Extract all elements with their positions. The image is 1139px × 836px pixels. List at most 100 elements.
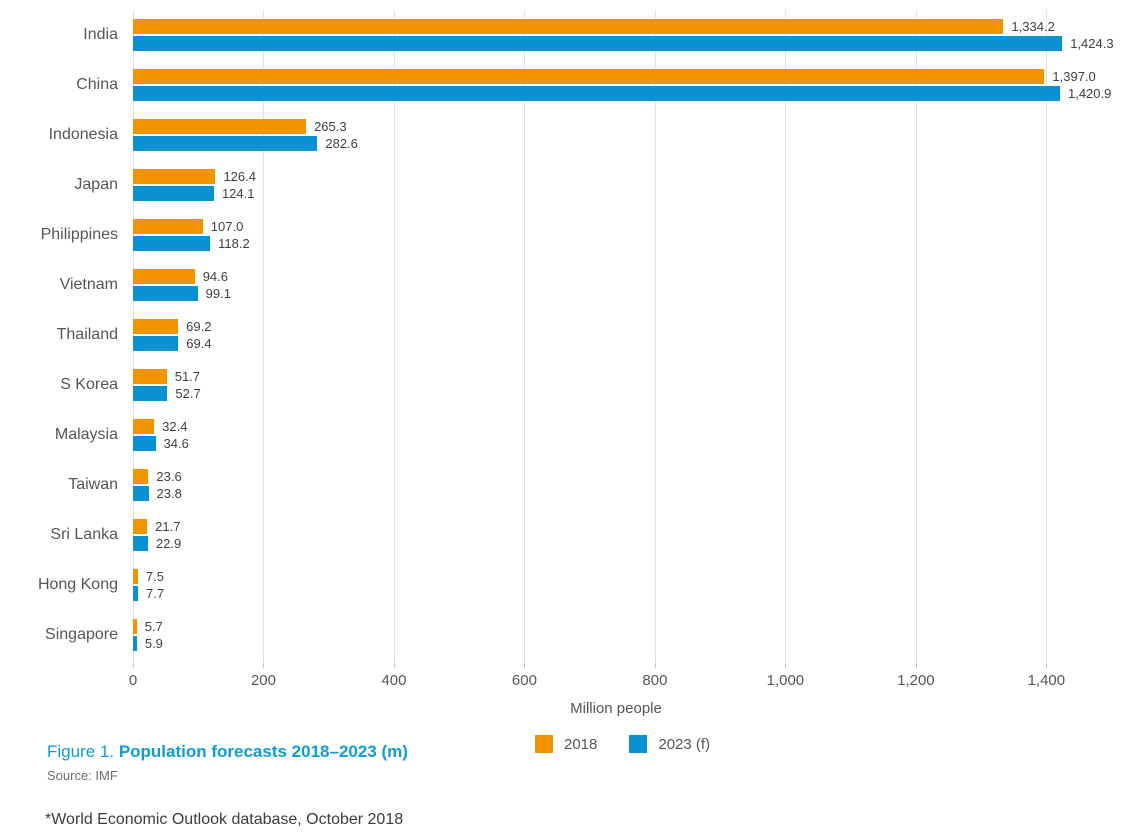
category-label-taiwan: Taiwan	[68, 476, 118, 493]
category-label-singapore: Singapore	[45, 626, 118, 643]
source-note: Source: IMF	[47, 768, 118, 783]
value-label: 118.2	[218, 236, 250, 251]
value-label: 1,424.3	[1070, 36, 1114, 51]
category-label-indonesia: Indonesia	[48, 126, 118, 143]
figure-caption-title: Population forecasts 2018–2023 (m)	[118, 742, 408, 761]
gridline-x-400	[393, 10, 395, 663]
category-label-s-korea: S Korea	[60, 376, 118, 393]
bar-2018-s-korea	[133, 369, 167, 384]
x-tick-label: 200	[250, 672, 276, 689]
axis-tick-1200	[915, 663, 917, 668]
value-label: 1,420.9	[1067, 86, 1112, 101]
gridline-x-600	[524, 10, 526, 663]
bar-2023f-philippines	[133, 236, 211, 251]
bar-2023f-india	[133, 36, 1063, 51]
bar-2023f-hong-kong	[133, 586, 139, 601]
population-bar-chart: 0 200 400 600 800 1,000 1,200 1,400 India 1,334.2…	[38, 10, 1114, 689]
axis-tick-0	[133, 663, 134, 668]
gridline-x-800	[654, 10, 656, 663]
gridline-x-1400	[1046, 10, 1048, 663]
bar-2023f-taiwan	[133, 486, 149, 501]
value-label: 22.9	[155, 536, 182, 551]
bar-2018-india	[133, 19, 1004, 34]
value-label: 5.7	[144, 619, 163, 634]
value-label: 126.4	[223, 169, 256, 184]
x-tick-label: 0	[128, 672, 138, 689]
footnote: *World Economic Outlook database, Octobe…	[45, 811, 404, 828]
value-label: 1,334.2	[1011, 19, 1055, 34]
chart-legend: 2018 2023 (f)	[535, 735, 710, 753]
bar-2018-china	[133, 69, 1045, 84]
x-tick-label: 1,200	[897, 672, 935, 689]
bar-2023f-thailand	[133, 336, 179, 351]
gridline-x-1200	[915, 10, 917, 663]
gridline-x-200	[263, 10, 265, 663]
value-label: 94.6	[202, 269, 229, 284]
bar-2023f-vietnam	[133, 286, 198, 301]
bar-2018-japan	[133, 169, 216, 184]
x-tick-label: 1,400	[1027, 672, 1066, 689]
value-label: 69.4	[186, 336, 212, 351]
bar-2023f-malaysia	[133, 436, 156, 451]
bar-2023f-japan	[133, 186, 214, 201]
legend-label: 2023 (f)	[658, 735, 711, 753]
x-tick-label: 800	[642, 672, 668, 689]
value-label: 1,397.0	[1052, 69, 1096, 84]
axis-tick-800	[654, 663, 656, 668]
bar-2018-sri-lanka	[133, 519, 148, 534]
legend-label: 2018	[564, 735, 598, 753]
legend-item-2023f: 2023 (f)	[629, 735, 710, 753]
value-label: 5.9	[144, 636, 163, 651]
bar-2023f-indonesia	[133, 136, 318, 151]
value-label: 282.6	[325, 136, 358, 151]
category-label-philippines: Philippines	[40, 226, 118, 243]
value-label: 124.1	[221, 186, 255, 201]
category-label-malaysia: Malaysia	[54, 426, 118, 443]
bar-2018-thailand	[133, 319, 179, 334]
value-label: 51.7	[174, 369, 201, 384]
category-label-thailand: Thailand	[56, 326, 118, 343]
figure-caption: Figure 1. Population forecasts 2018–2023…	[47, 742, 408, 762]
value-label: 7.5	[145, 569, 164, 584]
category-label-japan: Japan	[74, 176, 118, 193]
figure-caption-prefix: Figure 1.	[47, 742, 119, 761]
axis-tick-1000	[785, 663, 787, 668]
legend-swatch-icon	[629, 735, 648, 753]
value-label: 107.0	[210, 219, 244, 234]
bar-2018-taiwan	[133, 469, 149, 484]
bar-2018-philippines	[133, 219, 203, 234]
category-label-china: China	[76, 76, 118, 93]
value-label: 265.3	[314, 119, 347, 134]
legend-item-2018: 2018	[535, 735, 597, 753]
axis-tick-200	[263, 663, 265, 668]
bar-2023f-sri-lanka	[133, 536, 148, 551]
bar-2023f-singapore	[133, 636, 137, 651]
category-label-sri-lanka: Sri Lanka	[50, 526, 118, 543]
bar-2018-singapore	[133, 619, 137, 634]
category-label-india: India	[83, 26, 118, 43]
bar-2023f-china	[133, 86, 1060, 101]
bar-2018-malaysia	[133, 419, 155, 434]
x-axis-title: Million people	[570, 700, 662, 717]
axis-tick-600	[524, 663, 526, 668]
value-label: 34.6	[163, 436, 189, 451]
bar-2018-hong-kong	[133, 569, 138, 584]
value-label: 52.7	[175, 386, 201, 401]
value-label: 69.2	[186, 319, 212, 334]
value-label: 23.6	[156, 469, 182, 484]
bar-2018-indonesia	[133, 119, 307, 134]
value-label: 21.7	[155, 519, 181, 534]
value-label: 23.8	[156, 486, 182, 501]
gridline-x-1000	[785, 10, 787, 663]
x-tick-label: 1,000	[766, 672, 805, 689]
value-label: 7.7	[146, 586, 165, 601]
axis-tick-400	[393, 663, 395, 668]
x-tick-label: 600	[511, 672, 537, 689]
axis-tick-1400	[1046, 663, 1048, 668]
value-label: 32.4	[162, 419, 188, 434]
bar-2023f-s-korea	[133, 386, 168, 401]
category-label-vietnam: Vietnam	[59, 276, 118, 293]
bar-2018-vietnam	[133, 269, 195, 284]
value-label: 99.1	[205, 286, 231, 301]
